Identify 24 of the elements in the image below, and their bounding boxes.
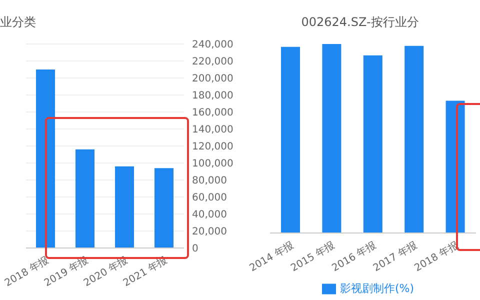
bar	[154, 168, 174, 248]
y-tick-label: 60,000	[192, 192, 227, 204]
bar	[363, 55, 382, 233]
y-tick-label: 80,000	[192, 176, 227, 187]
y-tick-label: 140,000	[192, 124, 234, 136]
y-tick-label: 240,000	[192, 40, 234, 51]
bar	[404, 46, 424, 233]
y-tick-label: 40,000	[192, 210, 227, 221]
bar	[115, 166, 134, 248]
y-tick-label: 100,000	[192, 158, 234, 170]
bar	[36, 70, 55, 248]
y-tick-label: 20,000	[192, 226, 227, 238]
y-tick-label: 0	[192, 244, 198, 255]
y-tick-label: 160,000	[192, 108, 234, 119]
chart-title: 业分类	[0, 14, 37, 30]
y-tick-label: 200,000	[192, 74, 234, 85]
bar	[76, 149, 94, 248]
y-tick-label: 120,000	[192, 142, 234, 153]
y-tick-label: 220,000	[192, 56, 234, 68]
bar	[322, 44, 342, 233]
y-tick-label: 180,000	[192, 90, 234, 102]
legend-label: 影视剧制作(%)	[340, 282, 414, 295]
bar	[281, 46, 300, 233]
chart-title: 002624.SZ-按行业分	[300, 14, 420, 30]
